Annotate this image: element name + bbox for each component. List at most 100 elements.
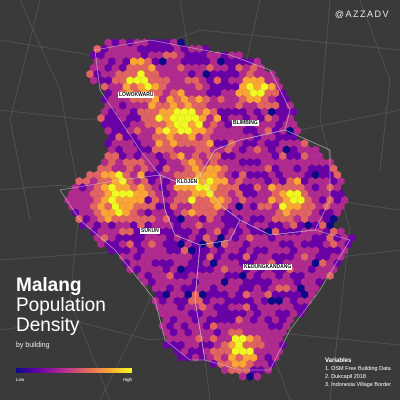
- hex-cell: [188, 195, 196, 205]
- hex-cell: [115, 57, 123, 66]
- hex-cell: [170, 63, 178, 72]
- hex-cell: [319, 158, 327, 167]
- hex-cell: [264, 126, 272, 135]
- hex-cell: [242, 240, 251, 249]
- hex-cell: [250, 214, 258, 224]
- hex-cell: [221, 88, 229, 98]
- hex-cell: [290, 158, 298, 167]
- hex-cell: [191, 240, 200, 249]
- hex-cell: [148, 63, 156, 72]
- hex-cell: [159, 82, 167, 91]
- hex-cell: [119, 189, 127, 198]
- hex-cell: [261, 145, 269, 154]
- hex-cell: [206, 76, 214, 85]
- hex-cell: [137, 57, 145, 66]
- hex-cell: [261, 120, 269, 129]
- hex-cell: [264, 189, 272, 198]
- hex-cell: [108, 246, 116, 255]
- hex-cell: [122, 258, 130, 268]
- hex-cell: [304, 258, 312, 268]
- hex-cell: [108, 120, 116, 129]
- hex-cell: [166, 233, 174, 243]
- hex-cell: [315, 252, 323, 261]
- hex-cell: [140, 277, 149, 287]
- hex-cell: [322, 177, 331, 186]
- hex-cell: [115, 69, 123, 79]
- hex-cell: [170, 177, 178, 186]
- hex-cell: [242, 227, 251, 236]
- hex-cell: [322, 164, 331, 173]
- hex-cell: [195, 221, 203, 230]
- hex-cell: [173, 158, 181, 167]
- hex-cell: [79, 183, 87, 192]
- hex-cell: [246, 271, 254, 280]
- hex-cell: [341, 195, 349, 205]
- hex-cell: [202, 208, 210, 217]
- hex-cell: [104, 76, 112, 85]
- hex-cell: [246, 233, 254, 243]
- hex-cell: [297, 170, 305, 180]
- hex-cell: [166, 183, 174, 192]
- hex-cell: [275, 271, 283, 280]
- hex-cell: [93, 183, 101, 192]
- hex-cell: [206, 114, 214, 123]
- hex-cell: [100, 57, 109, 66]
- hex-cell: [162, 277, 170, 287]
- hex-cell: [275, 334, 283, 343]
- hex-cell: [195, 57, 203, 66]
- hex-cell: [213, 214, 221, 224]
- hex-cell: [242, 151, 251, 161]
- hex-cell: [90, 177, 98, 186]
- hex-cell: [133, 139, 141, 148]
- hex-cell: [122, 107, 130, 117]
- hex-cell: [213, 227, 221, 236]
- hex-cell: [242, 277, 251, 287]
- hex-cell: [173, 44, 181, 54]
- hex-cell: [275, 145, 283, 154]
- hex-cell: [239, 69, 247, 79]
- hex-cell: [271, 214, 280, 224]
- hex-cell: [308, 240, 316, 249]
- hex-cell: [177, 214, 185, 224]
- hex-cell: [159, 221, 167, 230]
- hex-cell: [210, 246, 218, 255]
- hex-cell: [195, 132, 203, 142]
- hex-cell: [297, 208, 305, 217]
- hex-cell: [282, 132, 291, 142]
- hex-cell: [311, 221, 320, 230]
- hex-cell: [184, 63, 192, 72]
- hex-cell: [162, 189, 170, 198]
- hex-cell: [239, 321, 247, 331]
- hex-cell: [86, 170, 94, 180]
- hex-cell: [253, 296, 261, 306]
- hex-cell: [100, 208, 109, 217]
- hex-cell: [282, 284, 291, 293]
- hex-cell: [180, 334, 189, 343]
- hex-cell: [250, 88, 258, 98]
- hex-cell: [140, 164, 149, 173]
- hex-cell: [221, 51, 229, 60]
- hex-cell: [268, 246, 276, 255]
- hex-cell: [213, 353, 221, 362]
- hex-cell: [293, 252, 301, 261]
- hex-cell: [253, 334, 261, 343]
- hex-cell: [231, 69, 240, 79]
- hex-cell: [130, 120, 138, 129]
- hex-cell: [315, 240, 323, 249]
- hex-cell: [239, 95, 247, 104]
- hex-cell: [202, 170, 210, 180]
- hex-cell: [170, 265, 178, 274]
- hex-cell: [261, 82, 269, 91]
- hex-cell: [184, 315, 192, 324]
- hex-cell: [224, 334, 232, 343]
- hex-cell: [159, 57, 167, 66]
- hex-cell: [177, 164, 185, 173]
- hex-cell: [231, 296, 240, 306]
- hex-cell: [221, 265, 229, 274]
- variable-item: 1. OSM Free Building Data: [325, 366, 391, 372]
- hex-cell: [97, 51, 105, 60]
- hex-cell: [311, 170, 320, 180]
- hex-cell: [210, 107, 218, 117]
- hex-cell: [170, 101, 178, 110]
- hex-cell: [148, 252, 156, 261]
